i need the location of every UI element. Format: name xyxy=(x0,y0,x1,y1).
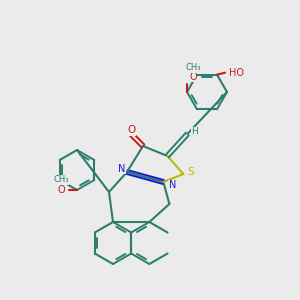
Text: S: S xyxy=(187,167,194,177)
Text: O: O xyxy=(57,185,65,195)
Text: O: O xyxy=(189,72,197,82)
Text: CH₃: CH₃ xyxy=(185,64,201,73)
Text: O: O xyxy=(127,125,135,135)
Text: H: H xyxy=(191,128,198,136)
Text: N: N xyxy=(169,180,176,190)
Text: N: N xyxy=(118,164,126,174)
Text: HO: HO xyxy=(230,68,244,78)
Text: CH₃: CH₃ xyxy=(53,176,69,184)
